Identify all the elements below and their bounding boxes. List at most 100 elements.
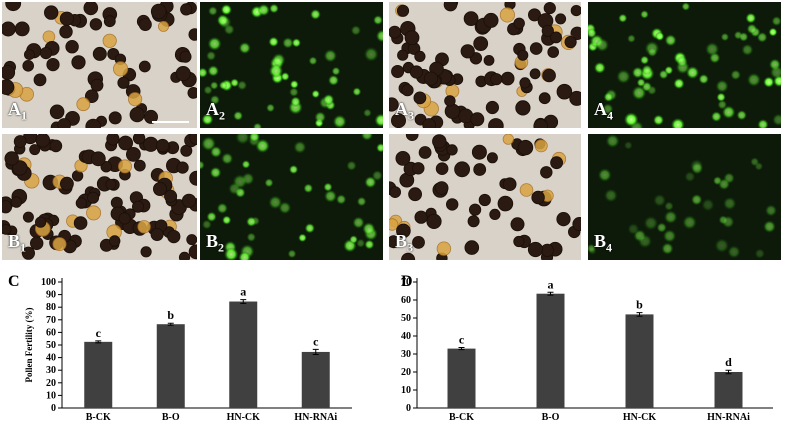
pollen-grain [422,118,436,128]
fluorescent-pollen-grain [768,27,778,37]
pollen-grain [391,65,405,79]
pollen-grain [529,68,541,80]
pollen-grain [29,144,41,156]
pollen-grain [389,186,401,198]
fluorescent-pollen-grain [602,103,614,115]
y-tick-label: 80 [46,302,56,313]
fluorescent-pollen-grain [763,76,775,88]
pollen-grain [175,66,191,82]
fluorescent-pollen-grain [333,115,347,128]
fluorescent-pollen-grain [698,74,709,84]
pollen-grain [105,178,117,190]
pollen-grain [460,44,475,59]
fluorescent-pollen-grain [644,216,658,230]
pollen-grain [49,104,65,120]
fluorescent-pollen-grain [282,37,294,49]
error-bar [725,369,732,375]
pollen-grain [83,2,99,16]
fluorescent-pollen-grain [364,47,379,62]
panel-letter: A [8,99,21,120]
fluorescent-pollen-grain [606,134,620,148]
pollen-grain [436,241,452,256]
fluorescent-pollen-grain [653,194,666,207]
micrograph-a4: A4 [588,2,781,128]
pollen-grain [46,57,60,72]
pollen-grain [391,113,406,128]
pollen-grain [541,24,554,37]
fluorescent-pollen-grain [208,37,222,51]
panel-label: A4 [594,99,613,124]
y-tick-label: 30 [46,365,56,376]
fluorescent-pollen-grain [691,194,703,206]
pollen-grain [164,189,178,203]
y-axis-label: Pollen Fertility (%) [24,308,34,383]
pollen-grain [85,89,99,103]
pollen-grain [90,78,104,92]
significance-letter: c [313,334,319,348]
pollen-grain [513,235,525,248]
fluorescent-pollen-grain [671,118,685,128]
fluorescent-pollen-grain [361,134,373,141]
fluorescent-pollen-grain [233,111,243,121]
fluorescent-pollen-grain [324,49,337,63]
pollen-grain [389,97,399,112]
pollen-grain [100,161,112,173]
pollen-grain [401,84,414,97]
pollen-grain [489,208,501,221]
fluorescent-pollen-grain [218,16,232,29]
pollen-grain [75,197,88,209]
pollen-grain [490,73,503,86]
fluorescent-pollen-grain [632,67,644,79]
pollen-grain [413,91,427,105]
pollen-grain [150,228,164,242]
fluorescent-pollen-grain [241,160,251,169]
significance-letter: a [548,277,554,291]
fluorescent-pollen-grain [681,2,690,11]
fluorescent-pollen-grain [230,78,239,88]
fluorescent-pollen-grain [304,223,315,234]
fluorescent-pollen-grain [627,34,636,43]
panel-label: A2 [206,99,225,124]
pollen-grain [510,217,525,232]
fluorescent-pollen-grain [730,69,741,80]
pollen-grain [157,20,169,32]
pollen-grain [547,46,560,58]
pollen-grain [73,216,88,230]
pollen-grain [128,92,143,107]
fluorescent-pollen-grain [287,249,297,258]
pollen-grain [502,177,517,191]
fluorescent-pollen-grain [750,157,759,167]
fluorescent-pollen-grain [722,215,735,228]
fluorescent-pollen-grain [747,73,761,87]
pollen-grain [13,135,27,148]
y-tick-label: 0 [406,403,411,414]
panel-letter: B [8,231,21,252]
panel-subscript: 1 [20,241,27,255]
panel-label: A3 [395,99,414,124]
pollen-grain [2,21,16,37]
fluorescent-pollen-grain [238,251,251,260]
fluorescent-pollen-grain [292,38,301,48]
pollen-grain [176,161,189,174]
fluorescent-pollen-grain [745,13,756,24]
pollen-grain [188,244,197,260]
pollen-grain [497,195,514,212]
pollen-grain [155,138,170,153]
pollen-grain [471,144,487,160]
fluorescent-pollen-grain [664,201,674,211]
bar-hn-rnai [714,372,743,408]
fluorescent-pollen-grain [727,245,741,259]
fluorescent-pollen-grain [235,134,250,145]
fluorescent-pollen-grain [618,13,628,23]
fluorescent-pollen-grain [268,195,282,209]
pollen-grain [454,161,470,178]
fluorescent-pollen-grain [705,42,719,56]
fluorescent-pollen-grain [588,28,597,38]
pollen-grain [500,71,515,86]
pollen-grain [138,60,151,73]
pollen-grain [572,217,581,232]
error-bar [547,291,554,296]
y-tick-label: 70 [401,277,411,288]
pollen-grain [444,103,461,119]
pollen-grain [513,17,525,29]
